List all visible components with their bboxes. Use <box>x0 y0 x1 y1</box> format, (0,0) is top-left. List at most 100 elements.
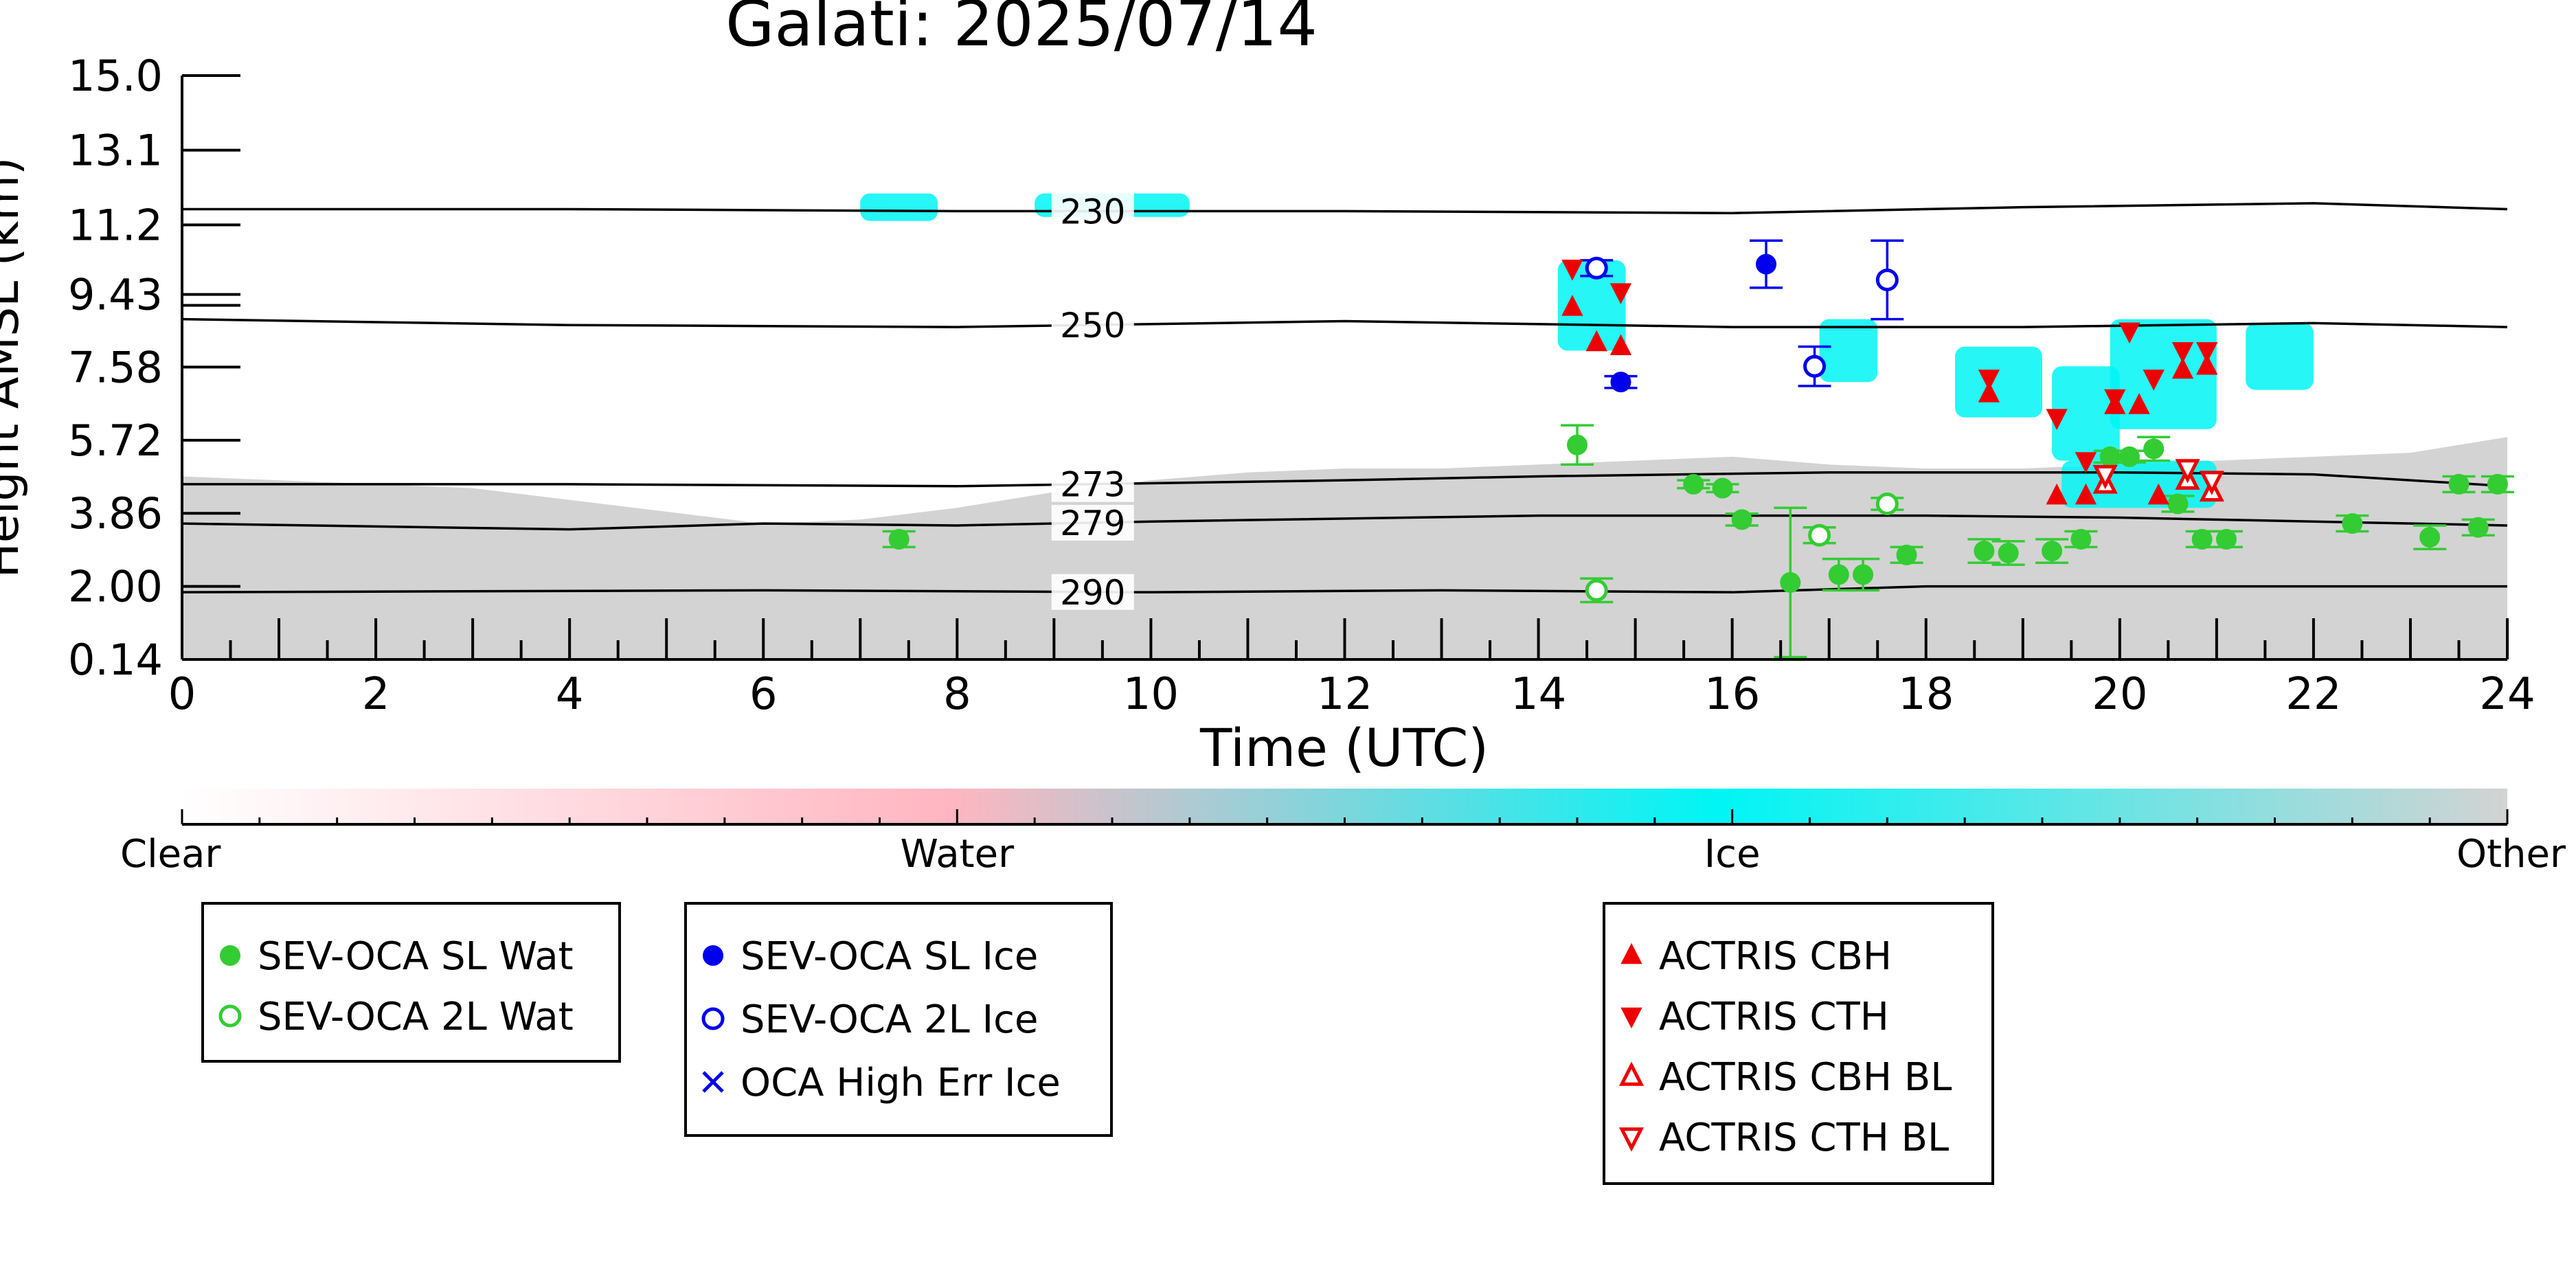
ice-patch <box>1955 346 2042 418</box>
contour-line-230 <box>182 202 2507 214</box>
legend-label: ACTRIS CTH BL <box>1659 1116 1949 1160</box>
x-axis-label: Time (UTC) <box>1199 717 1489 778</box>
y-tick-label: 15.0 <box>68 51 163 101</box>
marker-filled-circle-point <box>2042 541 2063 562</box>
marker-open-triangle-down-point <box>2092 464 2118 490</box>
y-tick-label: 7.58 <box>68 342 163 392</box>
series-sev-oca-2l-wat <box>1580 492 1904 604</box>
x-tick-label: 0 <box>168 669 196 720</box>
marker-filled-circle-point <box>2419 527 2441 548</box>
colorbar-label-other: Other <box>2456 832 2566 877</box>
contour-label: 290 <box>1060 573 1125 613</box>
marker-open-circle-point <box>1585 256 1608 280</box>
marker-filled-circle-point <box>1974 541 1995 562</box>
marker-filled-triangle-up-point <box>2075 483 2097 505</box>
marker-filled-triangle-down-point <box>2171 342 2194 363</box>
legend-label: ACTRIS CTH <box>1659 995 1889 1039</box>
legend-frame <box>684 902 1113 1137</box>
marker-x-legend <box>702 1071 724 1093</box>
contour-label-bg <box>1051 193 1134 229</box>
x-tick-label: 4 <box>556 669 584 720</box>
marker-open-circle-point <box>1803 354 1827 378</box>
marker-filled-triangle-down-point <box>2196 342 2218 363</box>
contour-line-279 <box>182 514 2507 531</box>
ice-patch <box>2246 323 2314 390</box>
legend-box2: SEV-OCA SL Ice SEV-OCA 2L Ice OCA High Err… <box>684 902 1113 1137</box>
classification-background <box>182 193 2507 659</box>
legend-label: ACTRIS CBH <box>1659 934 1892 979</box>
marker-filled-triangle-up-point <box>2128 393 2150 414</box>
y-tick-label: 0.14 <box>68 635 163 685</box>
marker-filled-triangle-up-point <box>2046 483 2068 505</box>
contour-label-bg <box>1051 574 1134 610</box>
marker-filled-triangle-down-point <box>2119 322 2140 344</box>
contour-label-bg <box>1051 466 1134 502</box>
marker-open-circle-point <box>1875 492 1899 515</box>
marker-filled-triangle-down-point <box>1978 370 2000 391</box>
x-tick-label: 18 <box>1898 669 1954 720</box>
ice-patch <box>1819 319 1878 383</box>
ice-patch <box>860 193 938 221</box>
marker-filled-triangle-down-legend <box>1620 1007 1642 1029</box>
contour-label-bg <box>1051 504 1134 541</box>
legend-box1: SEV-OCA SL Wat SEV-OCA 2L Wat <box>201 902 621 1063</box>
x-tick-label: 20 <box>2092 669 2147 720</box>
colorbar-label-water: Water <box>901 832 1015 877</box>
marker-open-triangle-down-point <box>2175 459 2200 484</box>
legend-label: SEV-OCA SL Ice <box>741 934 1038 979</box>
ice-patch <box>1557 260 1626 351</box>
marker-filled-circle-point <box>1780 572 1801 593</box>
marker-filled-circle-point <box>888 528 909 550</box>
x-tick-label: 12 <box>1317 669 1372 720</box>
y-tick-label: 2.00 <box>68 562 163 612</box>
marker-open-triangle-down-legend <box>1618 1127 1645 1152</box>
marker-filled-triangle-down-point <box>1561 260 1583 281</box>
marker-filled-circle-point <box>1712 477 1733 499</box>
x-tick-label: 8 <box>943 669 971 720</box>
series-sev-oca-2l-ice <box>1580 239 1904 387</box>
x-tick-label: 2 <box>362 669 390 720</box>
marker-filled-triangle-up-point <box>1609 334 1632 355</box>
contour-label: 230 <box>1060 192 1125 231</box>
classification-colorbar: Clear Water Ice Other <box>120 789 2566 877</box>
marker-filled-circle-point <box>1731 509 1752 530</box>
legend-frame <box>201 902 621 1063</box>
series-actris-cth-bl <box>2092 459 2224 495</box>
x-tick-label: 14 <box>1511 669 1566 720</box>
marker-filled-circle-point <box>2070 528 2092 550</box>
contour-line-273 <box>182 471 2507 488</box>
other-layer-area <box>182 437 2507 659</box>
marker-filled-triangle-up-legend <box>1620 942 1642 964</box>
x-tick-label: 10 <box>1123 669 1179 720</box>
x-tick-label: 16 <box>1704 669 1760 720</box>
marker-filled-circle-point <box>1756 253 1777 275</box>
marker-filled-circle-point <box>1896 544 1917 565</box>
marker-filled-triangle-up-point <box>2171 357 2194 379</box>
series-sev-oca-sl-ice <box>1604 239 1783 393</box>
legend-box3: ACTRIS CBH ACTRIS CTH ACTRIS CBH BL ACTRIS … <box>1603 902 1994 1185</box>
marker-filled-triangle-down-point <box>2143 370 2165 391</box>
marker-filled-circle-point <box>2167 493 2189 515</box>
marker-filled-circle-point <box>1567 434 1588 455</box>
legend-label: OCA High Err Ice <box>741 1061 1061 1105</box>
marker-open-circle-point <box>1875 268 1899 291</box>
marker-filled-circle-point <box>2448 473 2470 495</box>
contour-label: 279 <box>1060 504 1125 543</box>
marker-filled-triangle-down-point <box>1609 283 1632 304</box>
marker-filled-circle-point <box>2191 528 2213 550</box>
marker-filled-circle-point <box>1853 564 1874 585</box>
colorbar-label-ice: Ice <box>1704 832 1761 877</box>
legends: SEV-OCA SL Wat SEV-OCA 2L Wat SEV-OCA SL I… <box>201 902 1994 1185</box>
marker-filled-circle-point <box>1610 372 1631 393</box>
marker-filled-circle-legend <box>703 945 723 966</box>
marker-open-circle-point <box>1808 523 1831 547</box>
marker-filled-circle-point <box>2342 513 2363 534</box>
marker-filled-triangle-up-point <box>2196 353 2218 375</box>
ice-patch <box>2052 366 2120 461</box>
marker-filled-triangle-down-point <box>2075 452 2097 473</box>
marker-open-circle-legend <box>218 1004 242 1028</box>
contour-label-bg <box>1051 307 1134 343</box>
series-sev-oca-sl-wat <box>882 424 2514 659</box>
